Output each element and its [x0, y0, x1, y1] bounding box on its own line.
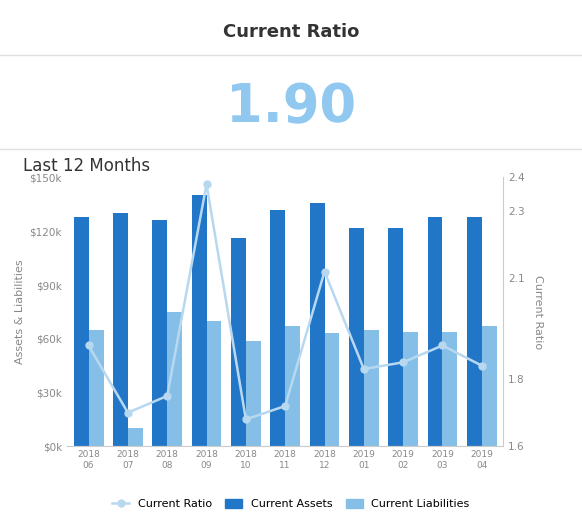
Bar — [310, 203, 325, 446]
Bar — [403, 331, 418, 446]
Bar — [246, 340, 261, 446]
Bar — [207, 321, 222, 446]
Bar — [388, 228, 403, 446]
Bar — [152, 220, 167, 446]
Bar — [482, 326, 497, 446]
Bar — [364, 330, 379, 446]
Legend: Current Ratio, Current Assets, Current Liabilities: Current Ratio, Current Assets, Current L… — [108, 494, 474, 514]
Y-axis label: Current Ratio: Current Ratio — [533, 275, 543, 349]
Bar — [428, 217, 442, 446]
Bar — [128, 429, 143, 446]
Bar — [88, 330, 104, 446]
Bar — [113, 213, 128, 446]
Bar — [167, 312, 182, 446]
Bar — [442, 331, 457, 446]
Text: Current Ratio: Current Ratio — [223, 23, 359, 41]
Bar — [325, 334, 339, 446]
Bar — [349, 228, 364, 446]
Text: Last 12 Months: Last 12 Months — [23, 157, 150, 174]
Text: 1.90: 1.90 — [226, 81, 356, 133]
Bar — [270, 210, 285, 446]
Bar — [191, 195, 207, 446]
Bar — [231, 239, 246, 446]
Bar — [467, 217, 482, 446]
Bar — [285, 326, 300, 446]
Bar — [73, 217, 88, 446]
Y-axis label: Assets & Liabilities: Assets & Liabilities — [15, 259, 26, 364]
